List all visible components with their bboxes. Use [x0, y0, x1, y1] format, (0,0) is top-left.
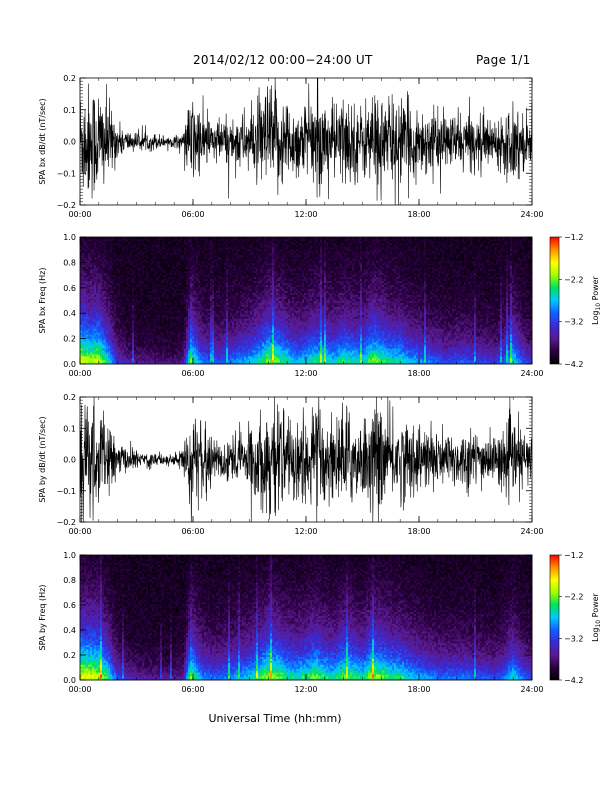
x-tick-label: 00:00 [68, 210, 91, 219]
y-tick-label: 0.1 [63, 106, 76, 115]
figure-canvas: 0.2 0.1 0.0 −0.1 −0.200:00 06:00 12:00 18:00 24:… [0, 0, 612, 792]
y-tick-label: 0.2 [63, 74, 76, 83]
series-line [80, 78, 532, 205]
y-axis-label: SPA bx dB/dt (nT/sec) [38, 98, 47, 184]
chart-panel-1: 0.2 0.1 0.0 −0.1 −0.200:00 06:00 12:00 18:00 24:… [38, 74, 544, 219]
chart-panel-2: 1.00.80.60.40.20.0−1.2−2.2−3.2−4.2Log10 … [38, 233, 602, 378]
x-tick-label: 18:00 [407, 210, 430, 219]
figure-page: 2014/02/12 00:00−24:00 UT Page 1/1 0.2 0.… [0, 0, 612, 792]
y-tick-label: −0.1 [57, 169, 76, 178]
x-tick-label: 24:00 [520, 210, 543, 219]
y-tick-label: −0.2 [57, 201, 76, 210]
x-tick-label: 06:00 [181, 210, 204, 219]
y-tick-label: 0.0 [63, 138, 76, 147]
plot-frame [80, 78, 532, 205]
x-tick-label: 12:00 [294, 210, 317, 219]
